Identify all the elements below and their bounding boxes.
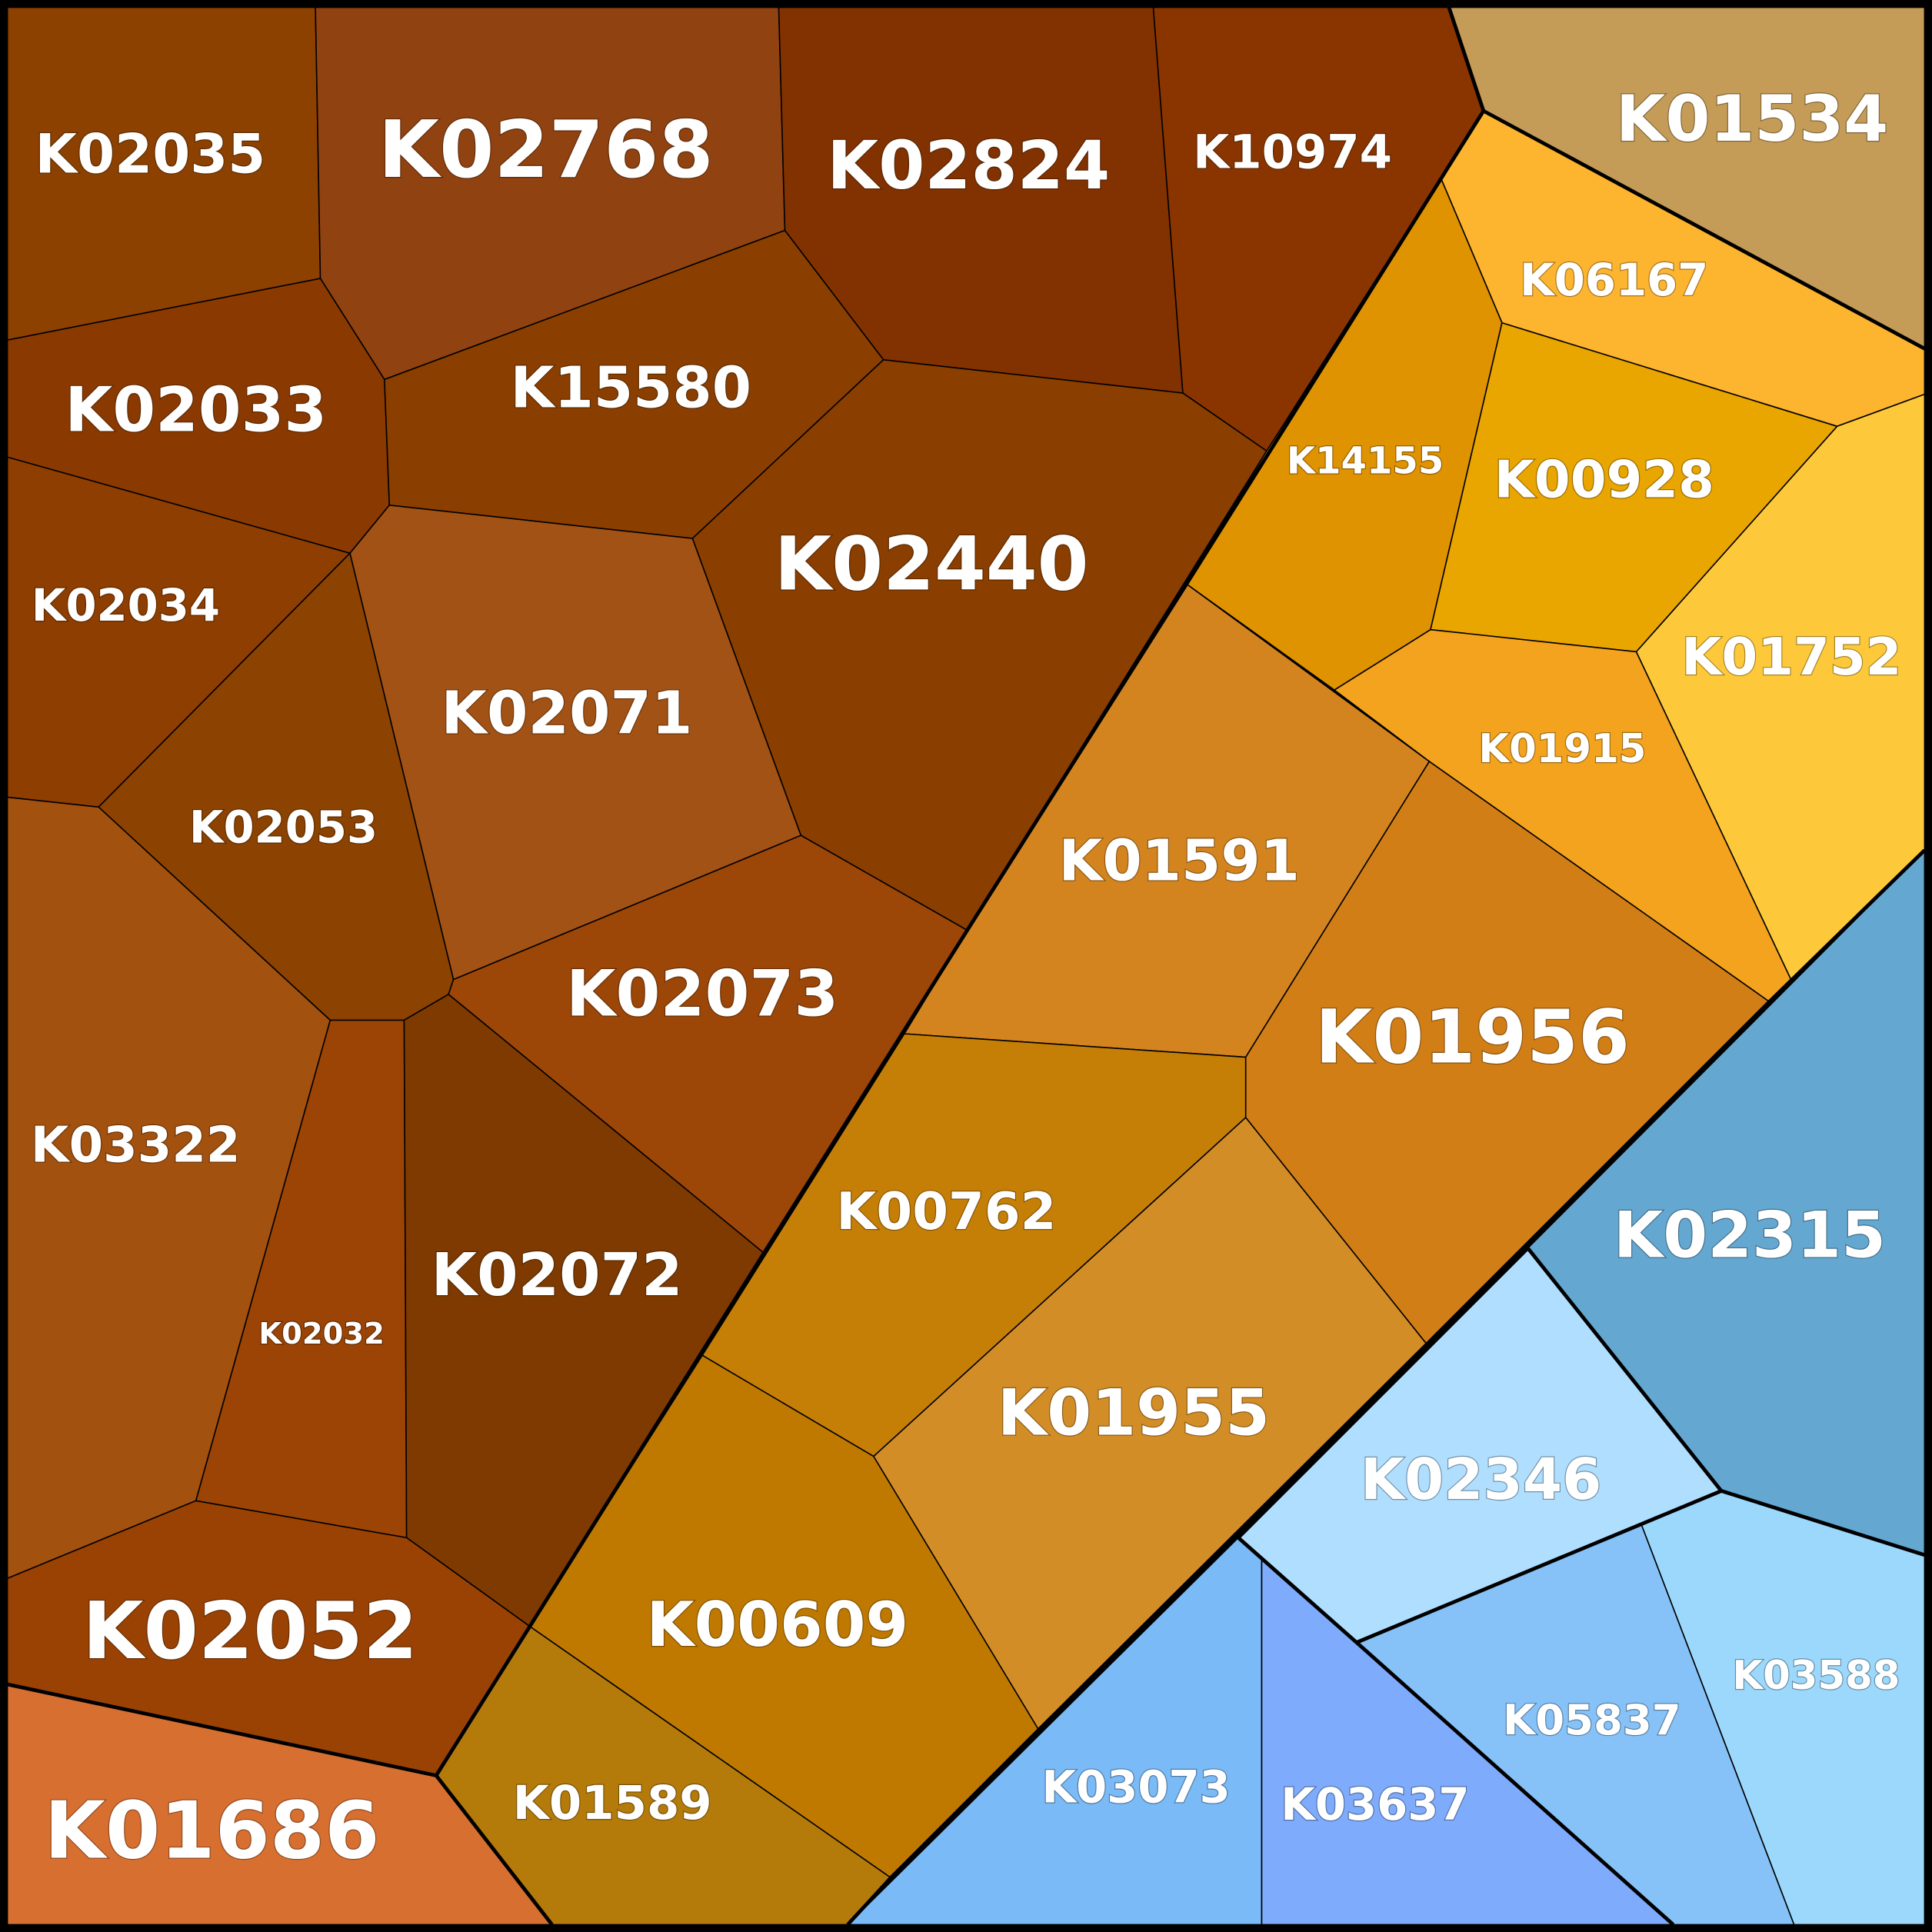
cell-label: K01915 xyxy=(1478,726,1646,772)
cell-label: K02315 xyxy=(1614,1198,1886,1273)
group-border xyxy=(1526,1247,1723,1492)
cell-label: K00762 xyxy=(836,1181,1056,1241)
cell-label: K02073 xyxy=(566,957,838,1031)
cell-label: K02052 xyxy=(82,1586,418,1677)
cell-label: K03637 xyxy=(1281,1778,1469,1830)
cell-label: K00609 xyxy=(647,1589,909,1661)
cell-label: K02346 xyxy=(1361,1447,1601,1513)
cell-label: K03073 xyxy=(1041,1760,1230,1813)
cell-label: K03588 xyxy=(1732,1653,1900,1699)
group-border xyxy=(1236,1247,1675,1927)
cell-label: K02034 xyxy=(32,579,220,631)
cell-label: K01591 xyxy=(1058,829,1299,894)
cells-layer xyxy=(6,6,1926,1926)
cell-label: K01956 xyxy=(1315,994,1630,1081)
cell-label: K02768 xyxy=(378,105,714,196)
cell-label: K10974 xyxy=(1193,125,1392,179)
cell-label: K02053 xyxy=(189,801,378,853)
group-border xyxy=(846,848,1927,1927)
cell-label: K02824 xyxy=(827,128,1110,205)
group-border xyxy=(1355,1489,1926,1644)
cell-label: K14155 xyxy=(1287,439,1444,482)
cell-label: K00928 xyxy=(1494,450,1714,510)
cell-label: K01955 xyxy=(998,1375,1270,1450)
group-border xyxy=(7,1682,437,1777)
cell-label: K01752 xyxy=(1681,627,1901,687)
cell-label: K06167 xyxy=(1520,254,1708,306)
labels-layer: K02035 K02768 K02824 K10974 K02033 K15580 K024… xyxy=(30,81,1903,1878)
cell-label: K02033 xyxy=(65,374,327,445)
cell-label: K01534 xyxy=(1616,82,1888,156)
cell-label: K02032 xyxy=(258,1317,385,1351)
group-borders-layer xyxy=(7,6,1927,1927)
group-border xyxy=(1482,109,1926,351)
cell-label: K05837 xyxy=(1503,1695,1681,1744)
cell-label: K02035 xyxy=(35,123,266,186)
cell-label: K03322 xyxy=(31,1118,241,1174)
cell-label: K02071 xyxy=(441,679,692,748)
cell-label: K02072 xyxy=(431,1241,683,1310)
cell-label: K01686 xyxy=(45,1785,380,1877)
cell-label: K01589 xyxy=(513,1776,712,1830)
group-border xyxy=(434,6,1486,1926)
cell-label: K02440 xyxy=(774,521,1089,608)
cell-label: K15580 xyxy=(511,355,751,421)
